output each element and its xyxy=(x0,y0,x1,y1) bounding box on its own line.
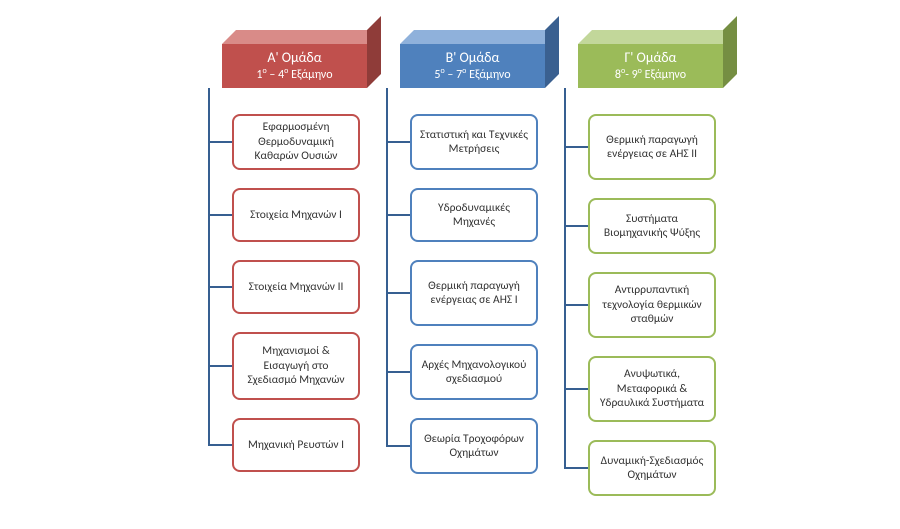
column-b: Β' Ομάδα5ο – 7ο Εξάμηνο Στατιστική και Τε… xyxy=(380,30,560,474)
items-a: Εφαρμοσμένη Θερμοδυναμική Καθαρών Ουσιών… xyxy=(202,114,382,472)
connector-tick xyxy=(208,444,232,446)
group-subtitle: 1ο – 4ο Εξάμηνο xyxy=(256,67,332,82)
course-label: Δυναμική-Σχεδιασμός Οχημάτων xyxy=(596,454,708,483)
items-c: Θερμική παραγωγή ενέργειας σε ΑΗΣ ΙΙ Συστ… xyxy=(558,114,738,496)
connector-tick xyxy=(386,292,410,294)
group-title: Β' Ομάδα xyxy=(446,50,500,67)
connector-tick xyxy=(386,445,410,447)
connector-tick xyxy=(564,225,588,227)
course-box: Αρχές Μηχανολογικού σχεδιασμού xyxy=(410,344,538,400)
diagram-stage: Α' Ομάδα1ο – 4ο Εξάμηνο Εφαρμοσμένη Θερμο… xyxy=(0,0,900,529)
connector-tick xyxy=(564,146,588,148)
connector-tick xyxy=(386,214,410,216)
column-a: Α' Ομάδα1ο – 4ο Εξάμηνο Εφαρμοσμένη Θερμο… xyxy=(202,30,382,472)
course-box: Μηχανική Ρευστών Ι xyxy=(232,418,360,472)
items-b: Στατιστική και Τεχνικές Μετρήσεις Υδροδυν… xyxy=(380,114,560,474)
connector-tick xyxy=(386,371,410,373)
connector-tick xyxy=(564,304,588,306)
course-box: Ανυψωτικά, Μεταφορικά & Υδραυλικά Συστήμ… xyxy=(588,356,716,422)
group-header-b: Β' Ομάδα5ο – 7ο Εξάμηνο xyxy=(400,30,545,88)
course-label: Στοιχεία Μηχανών ΙΙ xyxy=(249,280,344,294)
connector-tick xyxy=(208,214,232,216)
course-label: Υδροδυναμικές Μηχανές xyxy=(418,201,530,230)
connector-vertical xyxy=(564,88,566,468)
course-box: Θερμική παραγωγή ενέργειας σε ΑΗΣ ΙΙ xyxy=(588,114,716,180)
connector-tick xyxy=(386,141,410,143)
group-title: Γ' Ομάδα xyxy=(624,50,676,67)
course-box: Υδροδυναμικές Μηχανές xyxy=(410,188,538,242)
course-box: Μηχανισμοί & Εισαγωγή στο Σχεδιασμό Μηχα… xyxy=(232,332,360,400)
course-label: Αρχές Μηχανολογικού σχεδιασμού xyxy=(418,358,530,387)
course-box: Στατιστική και Τεχνικές Μετρήσεις xyxy=(410,114,538,170)
connector-tick xyxy=(564,388,588,390)
course-label: Θεωρία Τροχοφόρων Οχημάτων xyxy=(418,432,530,461)
course-box: Εφαρμοσμένη Θερμοδυναμική Καθαρών Ουσιών xyxy=(232,114,360,170)
group-subtitle: 5ο – 7ο Εξάμηνο xyxy=(434,67,510,82)
group-header-a: Α' Ομάδα1ο – 4ο Εξάμηνο xyxy=(222,30,367,88)
connector-tick xyxy=(564,467,588,469)
column-c: Γ' Ομάδα8ο- 9ο Εξάμηνο Θερμική παραγωγή ε… xyxy=(558,30,738,496)
group-title: Α' Ομάδα xyxy=(267,50,321,67)
course-box: Θεωρία Τροχοφόρων Οχημάτων xyxy=(410,418,538,474)
connector-tick xyxy=(208,365,232,367)
course-box: Δυναμική-Σχεδιασμός Οχημάτων xyxy=(588,440,716,496)
course-box: Στοιχεία Μηχανών ΙΙ xyxy=(232,260,360,314)
course-label: Αντιρρυπαντική τεχνολογία θερμικών σταθμ… xyxy=(596,283,708,326)
group-subtitle: 8ο- 9ο Εξάμηνο xyxy=(615,67,686,82)
course-label: Ανυψωτικά, Μεταφορικά & Υδραυλικά Συστήμ… xyxy=(596,367,708,410)
course-label: Στοιχεία Μηχανών Ι xyxy=(250,208,342,222)
course-box: Θερμική παραγωγή ενέργειας σε ΑΗΣ Ι xyxy=(410,260,538,326)
course-box: Συστήματα Βιομηχανικής Ψύξης xyxy=(588,198,716,254)
connector-tick xyxy=(208,286,232,288)
course-label: Μηχανική Ρευστών Ι xyxy=(248,438,344,452)
course-label: Εφαρμοσμένη Θερμοδυναμική Καθαρών Ουσιών xyxy=(240,120,352,163)
course-label: Θερμική παραγωγή ενέργειας σε ΑΗΣ ΙΙ xyxy=(596,133,708,162)
course-box: Στοιχεία Μηχανών Ι xyxy=(232,188,360,242)
course-label: Μηχανισμοί & Εισαγωγή στο Σχεδιασμό Μηχα… xyxy=(240,344,352,387)
course-label: Στατιστική και Τεχνικές Μετρήσεις xyxy=(418,128,530,157)
connector-tick xyxy=(208,141,232,143)
course-label: Θερμική παραγωγή ενέργειας σε ΑΗΣ Ι xyxy=(418,279,530,308)
course-box: Αντιρρυπαντική τεχνολογία θερμικών σταθμ… xyxy=(588,272,716,338)
course-label: Συστήματα Βιομηχανικής Ψύξης xyxy=(596,212,708,241)
group-header-c: Γ' Ομάδα8ο- 9ο Εξάμηνο xyxy=(578,30,723,88)
